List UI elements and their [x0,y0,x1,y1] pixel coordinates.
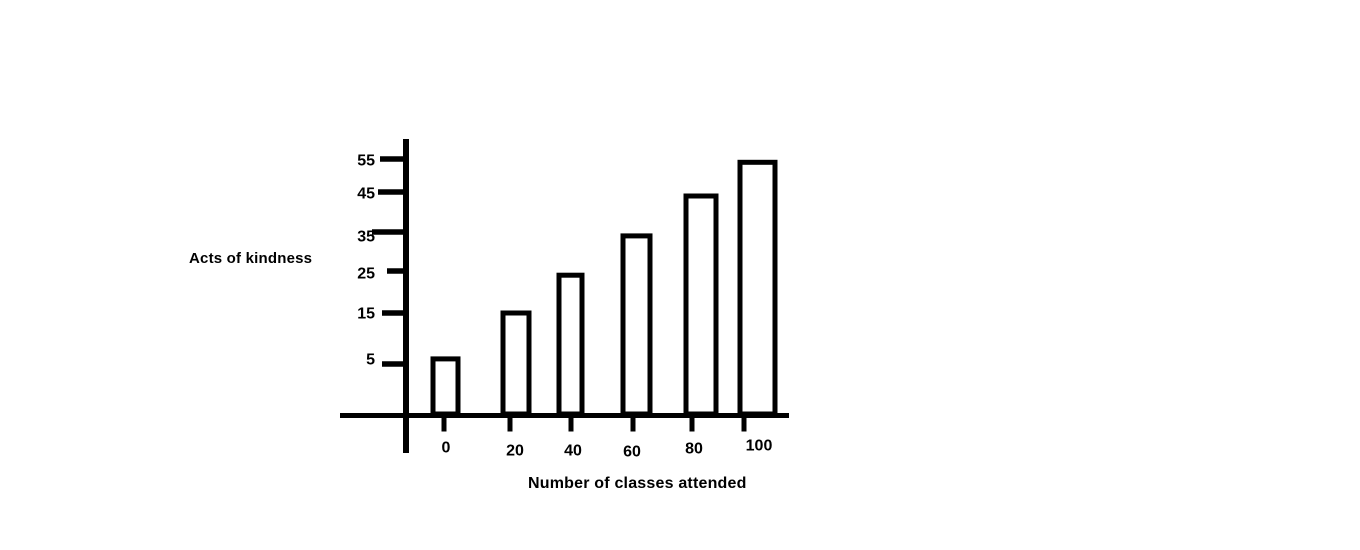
x-tick-label: 100 [746,438,773,455]
y-tick-mark [380,156,404,162]
x-axis-line [340,413,789,418]
x-tick-mark [630,418,636,432]
bar-20 [500,310,532,417]
y-tick-label: 45 [357,186,375,203]
y-tick-mark [387,268,404,274]
x-tick-mark [689,418,695,432]
y-tick-label: 5 [366,352,375,369]
x-tick-mark [568,418,574,432]
x-tick-mark [507,418,513,432]
y-tick-mark [382,310,404,316]
y-tick-label: 55 [357,153,375,170]
y-axis-title: Acts of kindness [189,250,313,267]
y-tick-label: 15 [357,306,375,323]
x-tick-label: 20 [506,443,524,460]
bar-60 [620,233,653,417]
x-tick-mark [441,418,447,432]
y-axis-line [403,139,409,453]
bar-80 [683,193,719,417]
y-tick-mark [382,361,404,367]
x-tick-label: 80 [685,441,703,458]
y-tick-label: 25 [357,266,375,283]
x-tick-label: 40 [564,443,582,460]
x-axis-title: Number of classes attended [528,475,747,492]
y-tick-mark [378,189,404,195]
bar-40 [556,272,585,417]
x-tick-label: 0 [442,440,451,457]
x-tick-label: 60 [623,444,641,461]
bar-0 [430,356,461,417]
y-tick-label: 35 [357,229,375,246]
x-tick-mark [741,418,747,432]
y-tick-mark [372,229,404,235]
bar-100 [737,159,778,417]
